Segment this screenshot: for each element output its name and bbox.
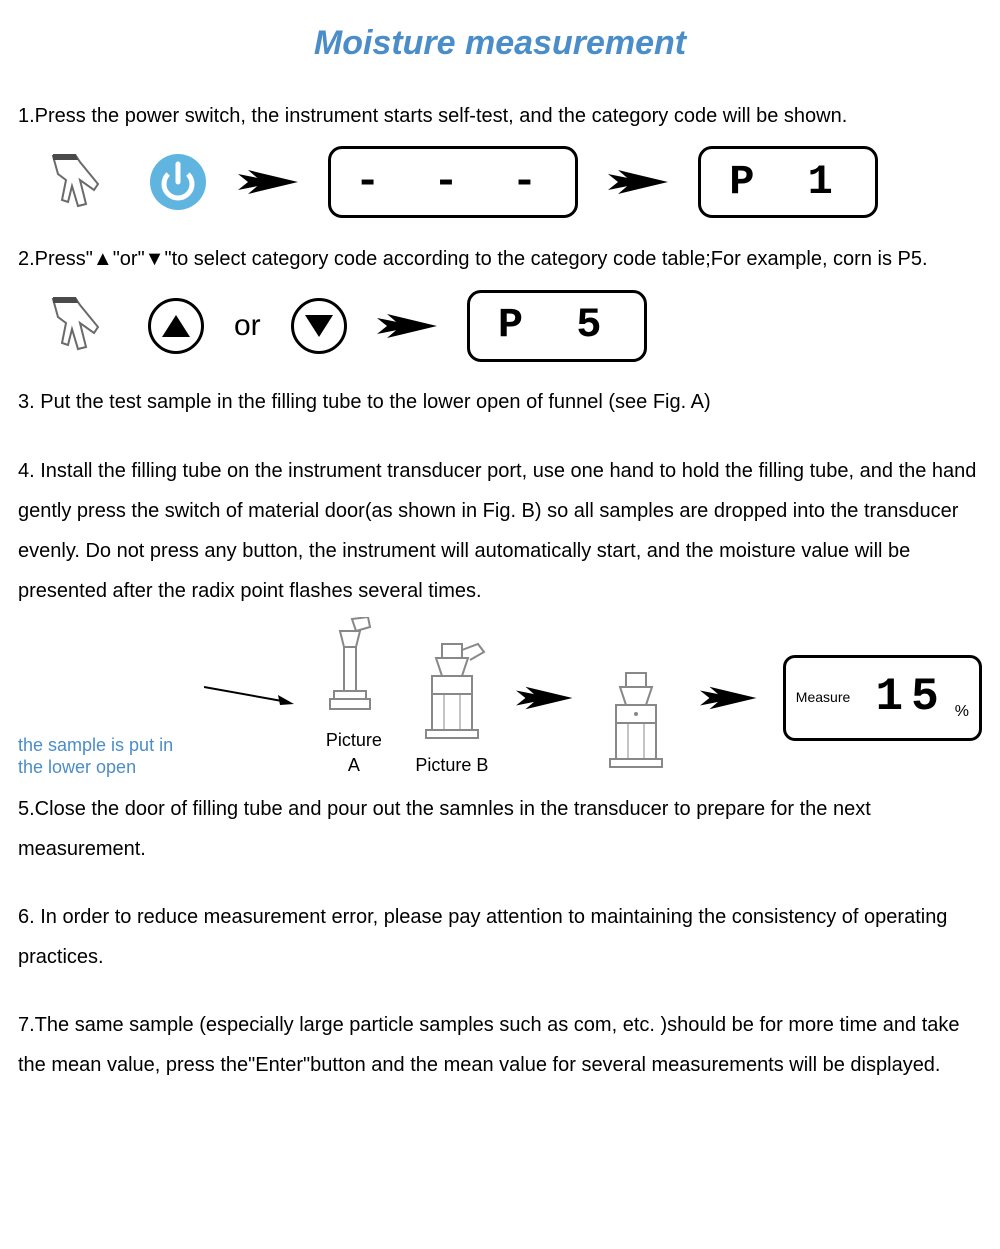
device-b-icon bbox=[414, 729, 490, 746]
measure-unit: % bbox=[955, 701, 969, 731]
arrow-icon bbox=[238, 170, 298, 194]
hand-icon bbox=[48, 144, 118, 221]
step-6-text: 6. In order to reduce measurement error,… bbox=[18, 897, 982, 977]
down-button-icon bbox=[291, 298, 347, 354]
lcd-value: - - - bbox=[355, 153, 551, 212]
step-5-text: 5.Close the door of filling tube and pou… bbox=[18, 789, 982, 869]
step-1-text: 1.Press the power switch, the instrument… bbox=[18, 96, 982, 136]
step-3-text: 3. Put the test sample in the filling tu… bbox=[18, 382, 982, 422]
note-arrow-icon bbox=[204, 679, 294, 716]
step-7-text: 7.The same sample (especially large part… bbox=[18, 1005, 982, 1085]
arrow-icon bbox=[608, 170, 668, 194]
device-a-icon bbox=[320, 704, 380, 721]
arrow-icon bbox=[700, 686, 756, 710]
measure-value: 15 bbox=[858, 665, 947, 729]
lcd-value: P 5 bbox=[498, 296, 616, 355]
device-c-icon bbox=[598, 758, 674, 775]
step-2-text: 2.Press"▲"or"▼"to select category code a… bbox=[18, 239, 982, 279]
sample-note: the sample is put in the lower open bbox=[18, 735, 178, 778]
figure-row: the sample is put in the lower open Pict… bbox=[18, 617, 982, 779]
power-icon bbox=[148, 152, 208, 212]
step-1-row: - - - P 1 bbox=[48, 144, 982, 221]
arrow-icon bbox=[377, 314, 437, 338]
measure-label: Measure bbox=[796, 688, 850, 708]
picture-b-label: Picture B bbox=[414, 753, 490, 778]
arrow-icon bbox=[516, 686, 572, 710]
lcd-value: P 1 bbox=[729, 153, 847, 212]
lcd-display-p5: P 5 bbox=[467, 290, 647, 362]
or-label: or bbox=[234, 305, 261, 347]
hand-icon bbox=[48, 287, 118, 364]
step-4-text: 4. Install the filling tube on the instr… bbox=[18, 451, 982, 611]
lcd-measure-display: Measure 15 % bbox=[783, 655, 982, 741]
lcd-display-p1: P 1 bbox=[698, 146, 878, 218]
step-2-row: or P 5 bbox=[48, 287, 982, 364]
page-title: Moisture measurement bbox=[18, 20, 982, 68]
picture-a-label: Picture A bbox=[320, 728, 388, 778]
up-button-icon bbox=[148, 298, 204, 354]
lcd-display-dashes: - - - bbox=[328, 146, 578, 218]
